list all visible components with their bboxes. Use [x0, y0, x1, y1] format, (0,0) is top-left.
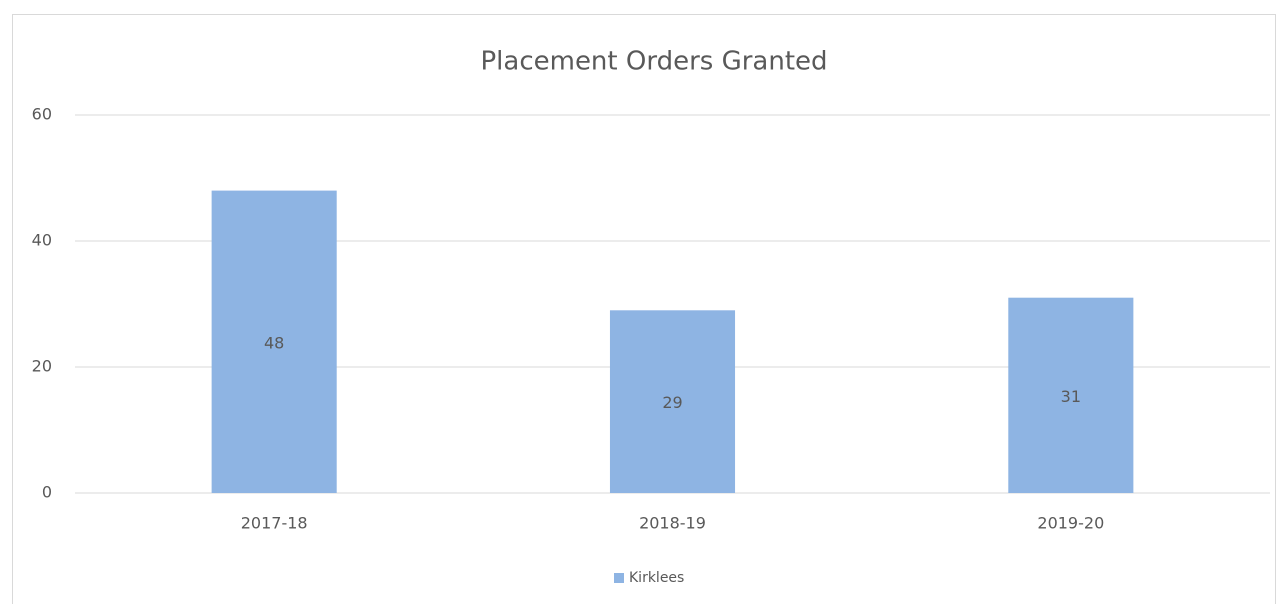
data-label: 29 — [662, 393, 682, 412]
data-label: 31 — [1061, 387, 1081, 406]
x-tick-label: 2019-20 — [1037, 514, 1104, 533]
y-tick-label: 60 — [32, 105, 52, 124]
x-tick-label: 2017-18 — [241, 514, 308, 533]
data-label: 48 — [264, 333, 284, 352]
bar — [1008, 297, 1134, 493]
y-tick-label: 40 — [32, 231, 52, 250]
legend-label: Kirklees — [629, 570, 684, 586]
bar — [609, 310, 736, 493]
chart-title: Placement Orders Granted — [480, 47, 827, 77]
y-tick-label: 20 — [32, 357, 52, 376]
x-tick-label: 2018-19 — [639, 514, 706, 533]
legend-swatch — [614, 573, 624, 583]
y-tick-label: 0 — [42, 483, 52, 502]
bar — [211, 190, 337, 493]
